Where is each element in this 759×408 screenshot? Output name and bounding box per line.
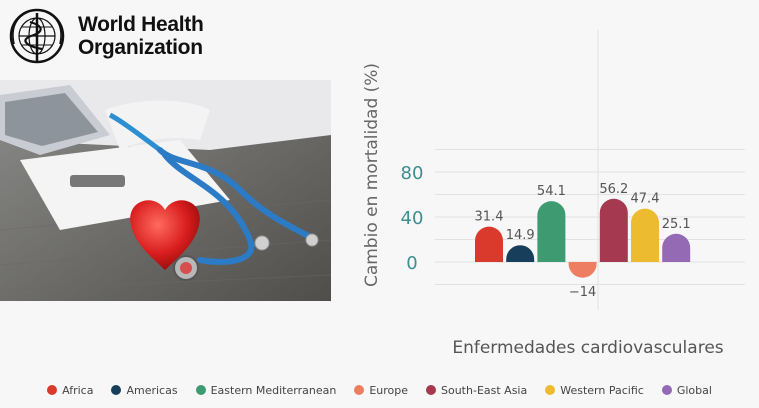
bar-south-east-asia [599,198,628,262]
legend-item: Africa [47,384,93,397]
legend-item: Global [661,383,712,397]
bar-europe [568,262,597,278]
logo-line-2: Organization [78,36,203,59]
legend-swatch [545,385,556,395]
who-emblem-icon [9,8,65,64]
data-label: 56.2 [599,182,628,197]
data-label: 47.4 [631,192,660,207]
who-logo-text: World Health Organization [78,13,204,59]
legend-swatch [195,385,206,395]
data-label: 54.1 [537,184,566,199]
bar-africa [475,226,503,262]
y-tick-label: 40 [401,208,424,229]
data-label: −14 [569,285,596,300]
legend-label: Global [676,383,712,397]
logo-line-1: World Health [78,13,204,36]
legend-swatch [354,385,365,395]
legend-swatch [47,385,58,395]
who-logo [9,8,65,64]
data-label: 25.1 [662,217,691,232]
legend-label: Western Pacific [560,383,644,397]
x-axis-label: Enfermedades cardiovasculares [452,338,723,358]
legend-item: Europe [354,384,408,397]
y-tick-label: 80 [401,163,424,184]
legend-item: South-East Asia [426,384,527,397]
bar-global [662,233,691,262]
chart: 0 40 80 31.414.9 54.1 −14 56.247.425.1 Cambio… [362,30,745,358]
data-labels: 31.414.9 54.1 −14 56.247.425.1 [475,182,691,300]
y-axis-ticks: 0 40 80 [401,163,424,274]
data-label: 14.9 [506,228,535,243]
y-tick-label: 0 [406,253,417,274]
legend-item: Western Pacific [545,384,644,397]
legend-label: Europe [369,383,408,397]
legend-swatch [661,385,672,395]
legend-item: Eastern Mediterranean [195,383,337,397]
bars [475,198,691,278]
bar-eastern-mediterranean [537,201,566,262]
legend-item: Americas [111,383,178,397]
legend-label: Africa [62,383,94,397]
legend-label: Americas [126,383,178,397]
legend-swatch [111,385,122,395]
y-axis-label: Cambio en mortalidad (%) [362,63,382,287]
heart-stethoscope-photo [0,80,331,301]
legend-swatch [426,385,436,395]
bar-americas [506,245,535,262]
bar-western-pacific [631,208,659,262]
legend: Africa Americas Eastern Mediterranean Europ… [0,380,759,400]
legend-label: Eastern Mediterranean [210,383,337,397]
data-label: 31.4 [475,210,504,225]
legend-label: South-East Asia [441,383,528,397]
